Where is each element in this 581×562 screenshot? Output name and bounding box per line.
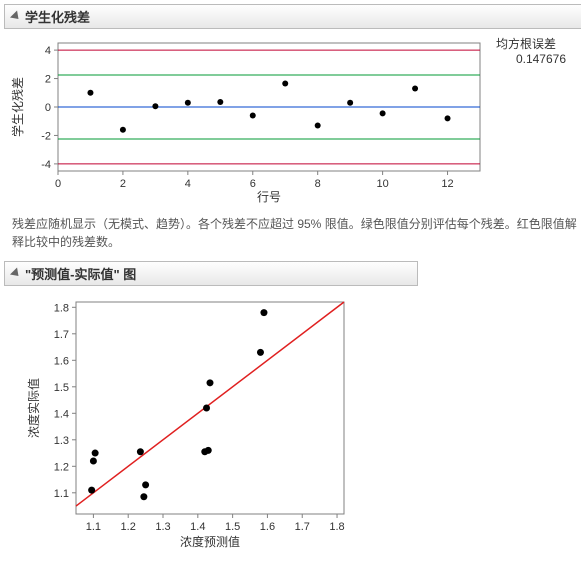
disclosure-triangle-icon xyxy=(10,10,22,22)
svg-text:学生化残差: 学生化残差 xyxy=(10,77,25,137)
svg-text:12: 12 xyxy=(441,178,453,190)
svg-text:1.2: 1.2 xyxy=(54,461,69,473)
residual-chart: 0 2 4 6 8 10 12 -4 -2 0 2 4 行号 学生化残差 xyxy=(8,35,488,205)
section1-title: 学生化残差 xyxy=(25,7,90,26)
svg-text:0: 0 xyxy=(55,178,61,190)
svg-text:0: 0 xyxy=(45,102,51,114)
section1-body: 0 2 4 6 8 10 12 -4 -2 0 2 4 行号 学生化残差 均方根误差 0.147676 xyxy=(4,29,581,209)
svg-text:8: 8 xyxy=(315,178,321,190)
svg-text:10: 10 xyxy=(376,178,388,190)
svg-text:4: 4 xyxy=(45,45,51,57)
disclosure-triangle-icon xyxy=(10,267,22,279)
svg-text:1.2: 1.2 xyxy=(121,521,136,533)
svg-text:1.4: 1.4 xyxy=(54,408,69,420)
rmse-label: 均方根误差 xyxy=(496,35,566,52)
svg-text:1.6: 1.6 xyxy=(54,355,69,367)
svg-text:1.7: 1.7 xyxy=(295,521,310,533)
side-stats: 均方根误差 0.147676 xyxy=(496,35,566,66)
svg-text:2: 2 xyxy=(120,178,126,190)
section2-header[interactable]: "预测值-实际值" 图 xyxy=(4,261,418,286)
svg-text:2: 2 xyxy=(45,74,51,86)
svg-text:1.4: 1.4 xyxy=(190,521,205,533)
svg-text:4: 4 xyxy=(185,178,191,190)
description-text: 残差应随机显示（无模式、趋势）。各个残差不应超过 95% 限值。绿色限值分别评估… xyxy=(4,209,581,257)
svg-text:1.5: 1.5 xyxy=(225,521,240,533)
svg-text:行号: 行号 xyxy=(257,190,281,204)
svg-text:1.1: 1.1 xyxy=(86,521,101,533)
svg-text:浓度预测值: 浓度预测值 xyxy=(180,534,240,549)
svg-text:1.3: 1.3 xyxy=(54,435,69,447)
svg-text:1.3: 1.3 xyxy=(155,521,170,533)
section2-title: "预测值-实际值" 图 xyxy=(25,264,136,283)
svg-text:-2: -2 xyxy=(41,130,51,142)
svg-text:浓度实际值: 浓度实际值 xyxy=(26,378,41,438)
section1-header[interactable]: 学生化残差 xyxy=(4,4,581,29)
svg-text:1.8: 1.8 xyxy=(54,302,69,314)
svg-text:-4: -4 xyxy=(41,159,51,171)
svg-text:1.5: 1.5 xyxy=(54,382,69,394)
svg-text:1.7: 1.7 xyxy=(54,329,69,341)
svg-text:1.8: 1.8 xyxy=(329,521,344,533)
section2-body: 1.1 1.1 1.2 1.2 1.3 1.3 1.4 1.4 1.5 1.5 1.6 1.6 1.7 1… xyxy=(4,286,581,558)
svg-text:1.6: 1.6 xyxy=(260,521,275,533)
rmse-value: 0.147676 xyxy=(496,52,566,66)
pred-actual-chart: 1.1 1.1 1.2 1.2 1.3 1.3 1.4 1.4 1.5 1.5 1.6 1.6 1.7 1… xyxy=(24,294,581,554)
svg-text:1.1: 1.1 xyxy=(54,488,69,500)
svg-text:6: 6 xyxy=(250,178,256,190)
